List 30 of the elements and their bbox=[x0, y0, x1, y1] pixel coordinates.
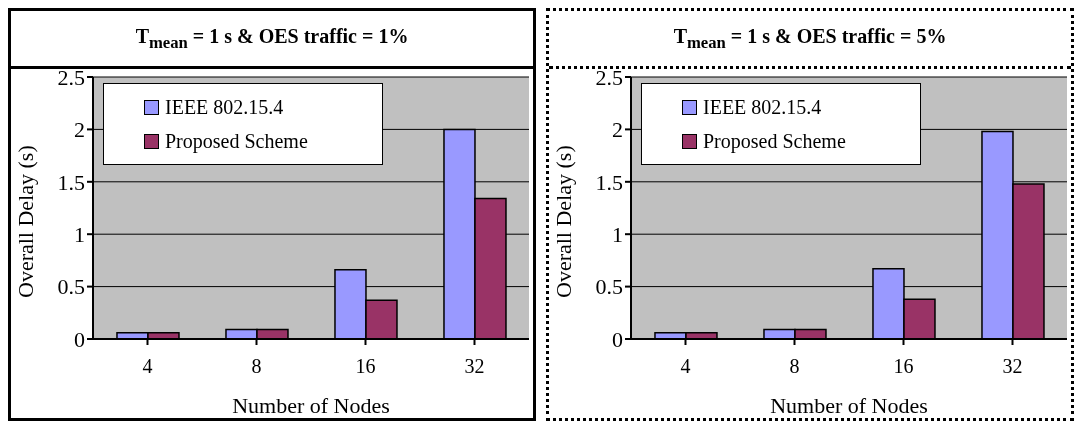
legend-label: Proposed Scheme bbox=[165, 129, 308, 155]
y-axis-title: Overall Delay (s) bbox=[12, 145, 38, 298]
y-tick-label: 2.5 bbox=[57, 64, 85, 90]
y-axis-title: Overall Delay (s) bbox=[550, 145, 576, 298]
x-tick-label: 8 bbox=[789, 355, 800, 378]
y-tick-label: 1.5 bbox=[57, 169, 85, 195]
y-tick-label: 1 bbox=[612, 222, 623, 248]
y-tick-label: 2.5 bbox=[595, 64, 623, 90]
chart-title: T$_{mean}$ = 1 s & OES traffic = 1% bbox=[135, 24, 409, 53]
y-tick-label: 1.5 bbox=[595, 169, 623, 195]
x-tick-label: 32 bbox=[464, 355, 485, 378]
y-tick-label: 0 bbox=[612, 326, 623, 352]
x-tick-label: 32 bbox=[1002, 355, 1023, 378]
x-tick-label: 8 bbox=[251, 355, 262, 378]
y-tick-label: 1 bbox=[74, 222, 85, 248]
x-axis-title: Number of Nodes bbox=[770, 393, 928, 418]
x-tick-label: 16 bbox=[893, 355, 914, 378]
x-tick-label: 4 bbox=[142, 355, 153, 378]
x-axis-title: Number of Nodes bbox=[232, 393, 390, 418]
y-tick-label: 2 bbox=[74, 117, 85, 143]
legend-label: IEEE 802.15.4 bbox=[703, 95, 822, 120]
chart-title: T$_{mean}$ = 1 s & OES traffic = 5% bbox=[673, 24, 947, 53]
y-tick-label: 0.5 bbox=[595, 274, 623, 300]
x-tick-label: 16 bbox=[355, 355, 376, 378]
y-tick-label: 0.5 bbox=[57, 274, 85, 300]
y-tick-label: 2 bbox=[612, 117, 623, 143]
legend-label: Proposed Scheme bbox=[703, 129, 846, 155]
x-tick-label: 4 bbox=[680, 355, 691, 378]
y-tick-label: 0 bbox=[74, 326, 85, 352]
legend-label: IEEE 802.15.4 bbox=[165, 95, 284, 120]
